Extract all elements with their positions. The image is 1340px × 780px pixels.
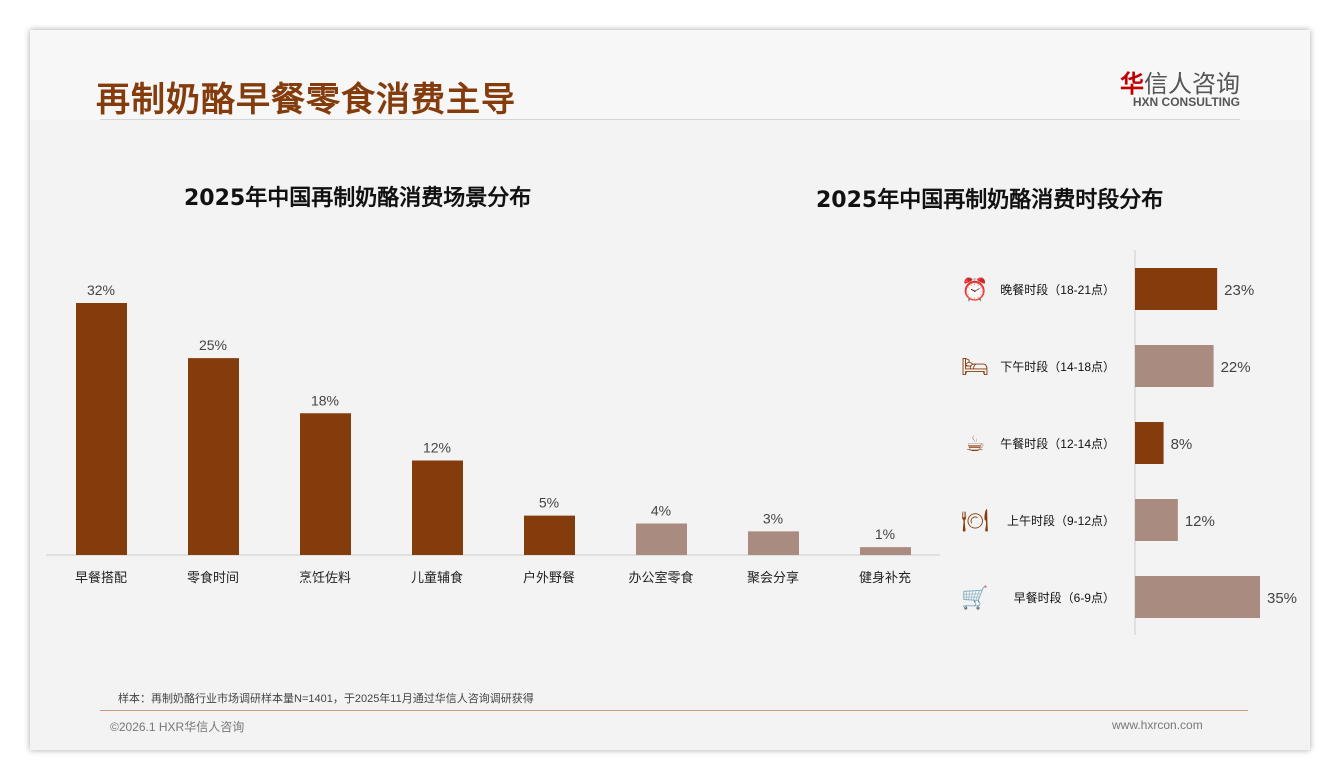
bar	[1135, 576, 1260, 618]
divider	[100, 119, 1240, 120]
category-label: 早餐搭配	[75, 570, 127, 585]
plate-cutlery-icon: 🍽	[961, 508, 989, 533]
bar	[188, 358, 239, 555]
category-label: 上午时段（9-12点）	[1007, 513, 1115, 528]
category-label: 烹饪佐料	[299, 570, 351, 585]
chart1-title: 2025年中国再制奶酪消费场景分布	[184, 186, 532, 211]
bar	[860, 547, 911, 555]
data-label: 18%	[311, 392, 339, 408]
category-label: 零食时间	[187, 570, 239, 585]
shopping-cart-icon: 🛒	[961, 585, 988, 610]
data-label: 35%	[1267, 590, 1297, 607]
bar	[412, 460, 463, 555]
slide: 再制奶酪早餐零食消费主导 华信人咨询 HXN CONSULTING 2025年中…	[30, 30, 1310, 750]
logo-mark: 华	[1120, 71, 1144, 98]
data-label: 12%	[423, 440, 451, 456]
alarm-clock-icon: ⏰	[961, 276, 988, 302]
bed-icon: 🛏	[961, 354, 989, 379]
page-title: 再制奶酪早餐零食消费主导	[96, 80, 516, 120]
sample-note: 样本：再制奶酪行业市场调研样本量N=1401，于2025年11月通过华信人咨询调…	[118, 693, 534, 705]
data-label: 3%	[763, 510, 783, 526]
category-label: 儿童辅食	[411, 570, 463, 585]
header	[30, 30, 1310, 120]
bar	[1135, 422, 1164, 464]
bar	[1135, 268, 1218, 310]
data-label: 4%	[651, 503, 671, 519]
data-label: 25%	[199, 337, 227, 353]
category-label: 户外野餐	[523, 570, 575, 585]
category-label: 早餐时段（6-9点）	[1014, 590, 1115, 605]
category-label: 聚会分享	[747, 570, 799, 585]
bar	[76, 303, 127, 555]
footer-divider	[100, 710, 1248, 711]
category-label: 办公室零食	[628, 570, 693, 585]
bar	[524, 515, 575, 555]
bar	[1135, 499, 1178, 541]
scene-chart: 32% 早餐搭配 25% 零食时间 18% 烹饪佐料 12% 儿童辅食 5% 户外野餐 4% 办公室零…	[46, 250, 1297, 635]
category-label: 下午时段（14-18点）	[1000, 359, 1115, 374]
data-label: 22%	[1221, 359, 1251, 376]
website[interactable]: www.hxrcon.com	[1112, 718, 1203, 732]
logo-en: HXN CONSULTING	[1132, 95, 1240, 109]
category-label: 午餐时段（12-14点）	[1000, 436, 1115, 451]
coffee-cup-icon: ☕	[965, 431, 985, 456]
category-label: 健身补充	[859, 570, 911, 585]
logo: 华信人咨询	[1120, 64, 1240, 99]
bar	[636, 523, 687, 555]
chart2-title: 2025年中国再制奶酪消费时段分布	[816, 188, 1164, 213]
data-label: 1%	[875, 526, 895, 542]
category-label: 晚餐时段（18-21点）	[1000, 282, 1115, 297]
data-label: 12%	[1185, 513, 1215, 530]
data-label: 8%	[1171, 436, 1193, 453]
copyright: ©2026.1 HXR华信人咨询	[110, 720, 245, 734]
data-label: 5%	[539, 495, 559, 511]
bar	[748, 531, 799, 555]
bar	[300, 413, 351, 555]
bar	[1135, 345, 1214, 387]
logo-text: 信人咨询	[1144, 71, 1240, 98]
data-label: 32%	[87, 282, 115, 298]
data-label: 23%	[1224, 282, 1254, 299]
